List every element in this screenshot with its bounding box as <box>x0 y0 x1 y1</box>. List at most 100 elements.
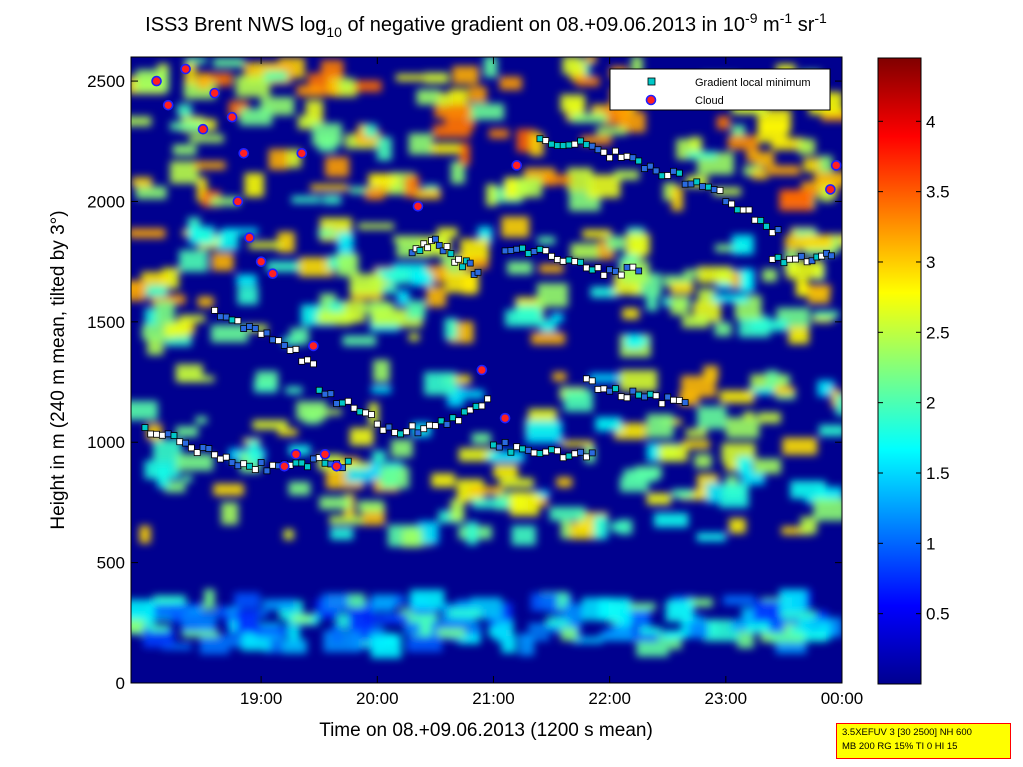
x-tick-label: 19:00 <box>240 689 283 708</box>
cloud-marker <box>412 200 424 212</box>
heatmap-cell <box>408 133 433 155</box>
heatmap-cell <box>329 515 364 525</box>
heatmap-cell <box>539 264 564 273</box>
gradient-minimum-marker <box>472 402 480 410</box>
heatmap-cell <box>551 313 564 323</box>
gradient-minimum-marker <box>646 162 654 170</box>
heatmap-cell <box>438 92 450 107</box>
heatmap-cell <box>444 318 458 340</box>
gradient-minimum-marker <box>188 444 195 452</box>
heatmap-cell <box>779 375 791 384</box>
gradient-minimum-marker <box>416 247 424 254</box>
heatmap-cell <box>807 287 830 304</box>
heatmap-cell <box>266 261 301 272</box>
heatmap-cell <box>283 639 307 654</box>
heatmap-cell <box>751 169 768 180</box>
gradient-minimum-marker <box>536 245 544 253</box>
heatmap-cell <box>781 526 812 535</box>
heatmap-cell <box>371 385 391 393</box>
heatmap-cell <box>528 623 564 633</box>
heatmap-cell <box>483 57 498 78</box>
gradient-minimum-marker <box>716 186 724 194</box>
gradient-minimum-marker <box>275 337 282 345</box>
gradient-minimum-marker <box>780 259 788 267</box>
heatmap-cell <box>382 284 397 294</box>
heatmap-cell <box>537 236 556 245</box>
heatmap-cell <box>493 464 518 479</box>
gradient-minimum-marker <box>594 264 602 272</box>
heatmap-cell <box>150 294 186 305</box>
heatmap-cell <box>725 475 739 488</box>
gradient-minimum-marker <box>513 245 521 253</box>
heatmap-cell <box>381 467 399 489</box>
heatmap-cell <box>663 275 694 287</box>
heatmap-cell <box>821 109 842 122</box>
heatmap-cell <box>264 70 288 82</box>
cloud-marker <box>830 160 842 171</box>
heatmap-cell <box>145 285 168 298</box>
gradient-minimum-marker <box>420 240 428 248</box>
heatmap-cell <box>326 79 339 97</box>
gradient-minimum-marker <box>234 317 242 325</box>
heatmap-cell <box>519 634 535 656</box>
gradient-minimum-marker <box>211 306 219 314</box>
heatmap-cell <box>779 189 814 211</box>
heatmap-cell <box>639 627 662 635</box>
heatmap-cell <box>131 177 153 188</box>
heatmap-cell <box>531 332 566 345</box>
heatmap-cell <box>410 589 445 609</box>
heatmap-cell <box>646 292 658 311</box>
heatmap-cell <box>466 521 478 545</box>
gradient-minimum-marker <box>373 420 381 428</box>
heatmap-cell <box>556 477 573 488</box>
heatmap-cell <box>784 235 805 250</box>
heatmap-cell <box>175 364 203 382</box>
gradient-minimum-marker <box>710 186 718 194</box>
heatmap-cell <box>646 413 674 438</box>
y-axis-label: Height in m (240 m mean, tilted by 3°) <box>48 210 69 529</box>
heatmap-cell <box>457 634 481 645</box>
gradient-minimum-marker <box>606 154 614 162</box>
gradient-minimum-marker <box>745 206 753 214</box>
cloud-marker <box>331 461 342 472</box>
gradient-minimum-marker <box>548 252 555 260</box>
colorbar-tick-label: 1 <box>926 534 935 553</box>
heatmap-cell <box>317 311 356 324</box>
gradient-minimum-marker <box>309 455 317 463</box>
heatmap-cell <box>135 186 167 200</box>
heatmap-cell <box>164 481 186 493</box>
heatmap-cell <box>804 234 833 250</box>
heatmap-cell <box>194 161 226 170</box>
gradient-minimum-marker <box>670 167 677 175</box>
heatmap-cell <box>563 390 593 412</box>
heatmap-cell <box>164 320 189 338</box>
chart-title: ISS3 Brent NWS log10 of negative gradien… <box>145 10 827 40</box>
gradient-minimum-marker <box>571 258 579 265</box>
heatmap-cell <box>746 149 758 163</box>
heatmap-cell <box>681 375 717 398</box>
heatmap-cell <box>786 260 824 280</box>
heatmap-cell <box>325 156 350 178</box>
gradient-minimum-marker <box>734 206 741 214</box>
gradient-minimum-marker <box>548 446 555 454</box>
heatmap-cell <box>147 335 164 356</box>
colorbar-tick-label: 1.5 <box>926 464 950 483</box>
heatmap-cell <box>727 135 759 150</box>
heatmap-cell <box>329 77 355 90</box>
heatmap-cell <box>197 296 214 308</box>
heatmap-cell <box>139 525 151 544</box>
heatmap-cell <box>406 300 426 319</box>
heatmap-cell <box>495 620 514 643</box>
heatmap-cell <box>175 426 199 437</box>
gradient-minimum-marker <box>344 397 352 405</box>
x-axis-label: Time on 08.+09.06.2013 (1200 s mean) <box>319 720 653 741</box>
gradient-minimum-marker <box>635 391 643 399</box>
heatmap-cell <box>567 167 593 192</box>
gradient-minimum-marker <box>211 451 219 459</box>
heatmap-cell <box>317 228 335 238</box>
heatmap-cell <box>285 386 303 394</box>
gradient-minimum-marker <box>246 323 253 330</box>
x-tick-label: 21:00 <box>472 689 515 708</box>
heatmap-cell <box>614 422 647 440</box>
heatmap-cell <box>460 238 490 259</box>
